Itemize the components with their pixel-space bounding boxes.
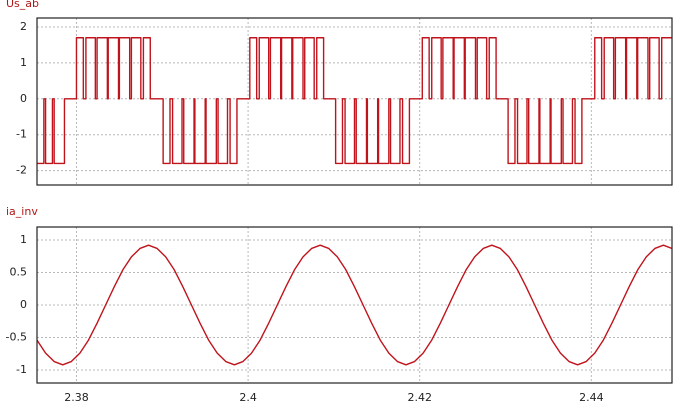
x-tick-label: 2.38: [64, 391, 89, 404]
y-tick-label: -1: [16, 363, 27, 376]
y-tick-label: 1: [20, 233, 27, 246]
y-tick-label: 0: [20, 298, 27, 311]
y-tick-label: -0.5: [6, 331, 27, 344]
trace: [37, 244, 672, 366]
chart-title: ia_inv: [6, 205, 38, 218]
plot-frame: [36, 17, 673, 186]
y-tick-label: -2: [16, 164, 27, 177]
y-tick-label: 0.5: [10, 266, 28, 279]
y-tick-label: 1: [20, 56, 27, 69]
x-tick-label: 2.4: [239, 391, 257, 404]
chart-title: Us_ab: [6, 0, 39, 10]
x-tick-label: 2.42: [407, 391, 432, 404]
y-tick-label: 2: [20, 20, 27, 33]
trace: [37, 37, 672, 165]
plot-frame: [36, 226, 673, 384]
y-tick-label: 0: [20, 92, 27, 105]
y-tick-label: -1: [16, 128, 27, 141]
x-tick-label: 2.44: [579, 391, 604, 404]
